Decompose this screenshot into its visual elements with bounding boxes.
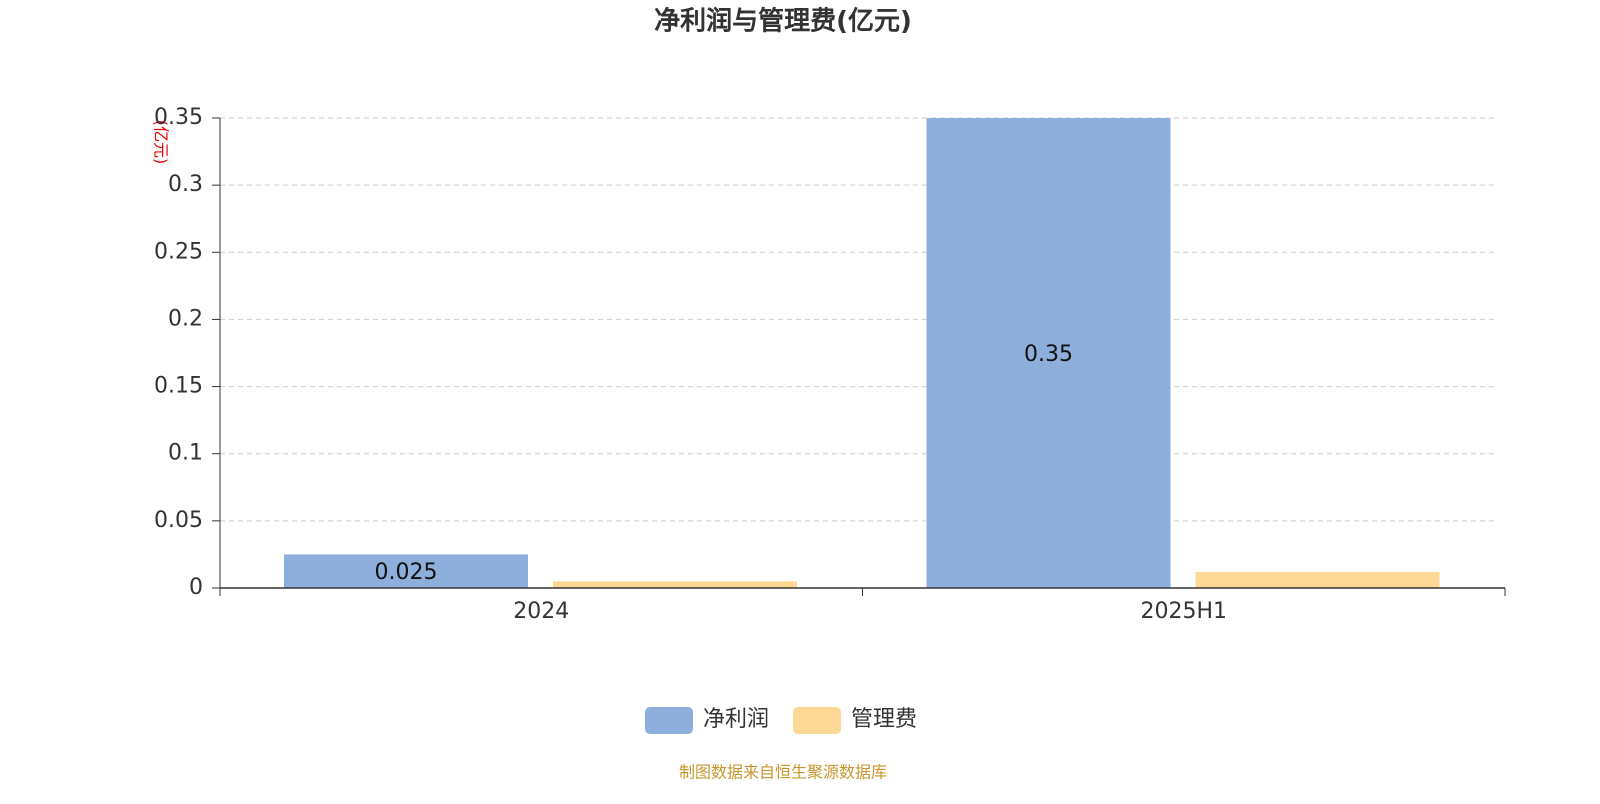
y-tick-label: 0.15 [154,374,203,399]
y-tick-label: 0.35 [154,105,203,130]
bar [284,554,528,588]
y-axis-label: (亿元) [152,120,171,165]
x-tick-label: 2024 [513,599,569,624]
y-tick-label: 0.25 [154,239,203,264]
legend-swatch[interactable] [793,707,842,734]
bar [1195,571,1440,588]
y-tick-label: 0.3 [168,172,203,197]
chart-title: 净利润与管理费(亿元) [654,6,912,37]
x-tick-label: 2025H1 [1140,599,1227,624]
source-note: 制图数据来自恒生聚源数据库 [679,763,887,782]
data-label: 0.025 [375,560,438,585]
y-tick-label: 0 [189,575,203,600]
y-tick-label: 0.05 [154,508,203,533]
legend-label[interactable]: 净利润 [703,707,769,732]
legend-swatch[interactable] [645,707,693,734]
y-tick-label: 0.1 [168,441,203,466]
bar [553,581,797,588]
data-label: 0.35 [1024,342,1073,367]
y-tick-label: 0.2 [168,306,203,331]
bar [926,118,1171,588]
legend-label[interactable]: 管理费 [851,707,917,732]
